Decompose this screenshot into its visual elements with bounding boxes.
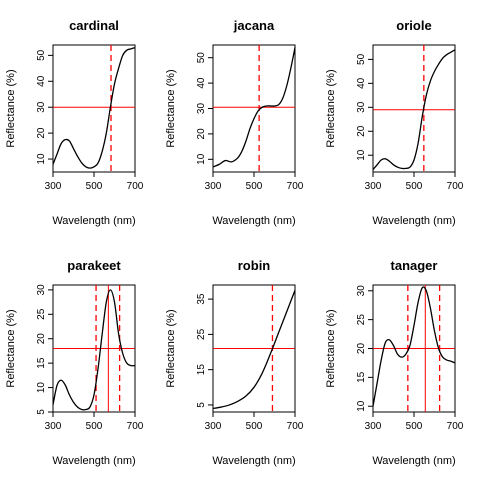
y-tick-label: 10 [356, 149, 367, 161]
chart-title: oriole [396, 18, 431, 33]
y-tick-label: 25 [196, 328, 207, 340]
reflectance-curve [212, 47, 296, 168]
x-tick-label: 500 [86, 421, 103, 432]
y-tick-label: 50 [356, 53, 367, 65]
x-tick-label: 300 [365, 181, 382, 192]
y-axis-label: Reflectance (%) [5, 69, 17, 147]
y-tick-label: 20 [196, 128, 207, 140]
y-tick-label: 20 [356, 343, 367, 355]
x-tick-label: 300 [45, 181, 62, 192]
x-tick-label: 700 [127, 181, 144, 192]
y-tick-label: 10 [196, 153, 207, 165]
y-tick-label: 15 [356, 371, 367, 383]
plot-frame [212, 44, 296, 173]
chart-panel-parakeet: parakeet 300 500 700 5 10 15 20 25 30 Wavelength (… [5, 258, 144, 467]
reflectance-curve [372, 49, 456, 171]
plot-frame [52, 44, 136, 173]
chart-panel-oriole: oriole 300 500 700 10 20 30 40 50 Wavelength (nm)… [325, 18, 464, 227]
chart-title: jacana [233, 18, 275, 33]
x-tick-label: 500 [86, 181, 103, 192]
x-axis-label: Wavelength (nm) [212, 455, 295, 467]
reflectance-curve [52, 46, 136, 169]
y-tick-label: 5 [196, 402, 207, 408]
y-tick-label: 30 [36, 101, 47, 113]
x-axis-label: Wavelength (nm) [212, 215, 295, 227]
chart-panel-robin: robin 300 500 700 5 15 25 35 Wavelength (nm) Refl… [165, 258, 304, 467]
chart-panel-jacana: jacana 300 500 700 10 20 30 40 50 Wavelength (nm)… [165, 18, 304, 227]
y-axis-label: Reflectance (%) [325, 69, 337, 147]
chart-title: tanager [391, 258, 438, 273]
y-tick-label: 35 [196, 293, 207, 305]
x-tick-label: 300 [205, 421, 222, 432]
y-axis-label: Reflectance (%) [325, 309, 337, 387]
y-tick-label: 20 [36, 333, 47, 345]
plot-frame [372, 44, 456, 173]
y-axis-label: Reflectance (%) [5, 309, 17, 387]
x-axis-label: Wavelength (nm) [52, 455, 135, 467]
x-tick-label: 700 [127, 421, 144, 432]
x-tick-label: 700 [287, 181, 304, 192]
y-tick-label: 20 [36, 127, 47, 139]
y-tick-label: 30 [356, 285, 367, 297]
y-tick-label: 30 [36, 284, 47, 296]
chart-title: parakeet [67, 258, 121, 273]
y-tick-label: 30 [196, 103, 207, 115]
x-tick-label: 300 [45, 421, 62, 432]
x-axis-label: Wavelength (nm) [372, 215, 455, 227]
y-tick-label: 25 [356, 314, 367, 326]
chart-title: cardinal [69, 18, 119, 33]
reflectance-curve [212, 290, 296, 410]
y-tick-label: 15 [196, 364, 207, 376]
y-tick-label: 10 [36, 153, 47, 165]
y-tick-label: 15 [36, 357, 47, 369]
x-tick-label: 500 [246, 421, 263, 432]
x-tick-label: 500 [406, 421, 423, 432]
y-tick-label: 10 [36, 382, 47, 394]
x-axis-label: Wavelength (nm) [52, 215, 135, 227]
y-tick-label: 40 [356, 77, 367, 89]
y-tick-label: 50 [36, 49, 47, 61]
y-tick-label: 5 [36, 409, 47, 415]
x-tick-label: 300 [205, 181, 222, 192]
x-axis-label: Wavelength (nm) [372, 455, 455, 467]
chart-title: robin [238, 258, 271, 273]
y-axis-label: Reflectance (%) [165, 69, 177, 147]
y-tick-label: 25 [36, 308, 47, 320]
y-axis-label: Reflectance (%) [165, 309, 177, 387]
y-tick-label: 40 [196, 77, 207, 89]
y-tick-label: 20 [356, 125, 367, 137]
x-tick-label: 700 [447, 181, 464, 192]
chart-panel-cardinal: cardinal 300 500 700 10 20 30 40 50 Wavelength (n… [5, 18, 144, 227]
y-tick-label: 50 [196, 52, 207, 64]
chart-panel-tanager: tanager 300 500 700 10 15 20 25 30 Wavelength (nm… [325, 258, 464, 467]
x-tick-label: 500 [246, 181, 263, 192]
x-tick-label: 500 [406, 181, 423, 192]
y-tick-label: 40 [36, 75, 47, 87]
x-tick-label: 700 [447, 421, 464, 432]
reflectance-curve [372, 286, 456, 407]
x-tick-label: 300 [365, 421, 382, 432]
x-tick-label: 700 [287, 421, 304, 432]
y-tick-label: 30 [356, 101, 367, 113]
reflectance-curve [52, 289, 136, 411]
y-tick-label: 10 [356, 400, 367, 412]
